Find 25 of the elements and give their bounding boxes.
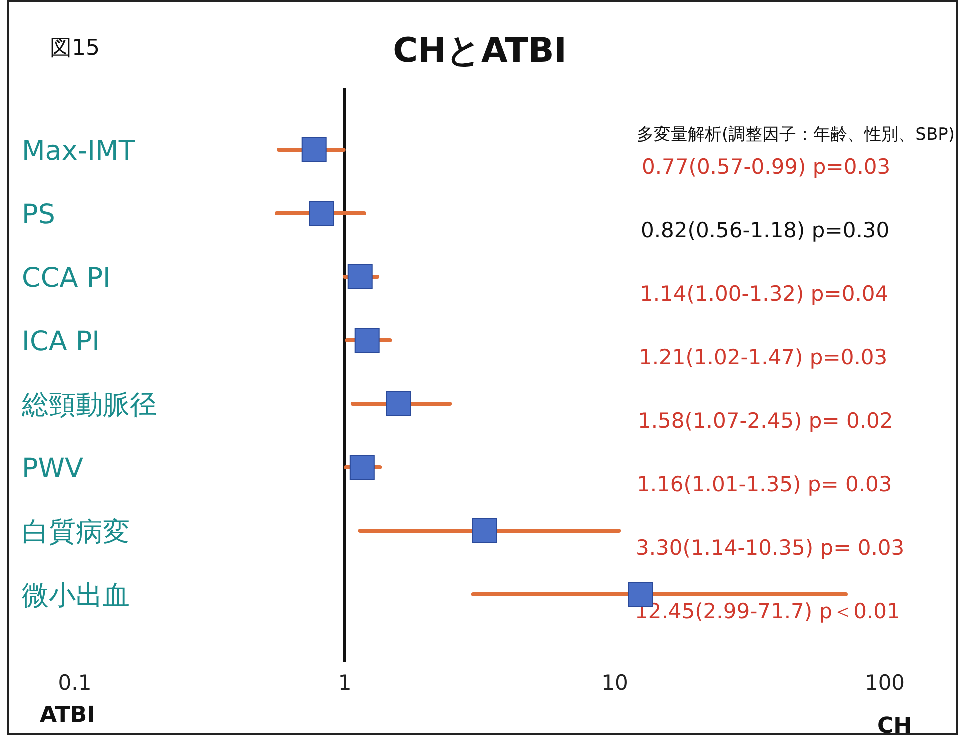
x-tick-label: 0.1 <box>58 671 92 695</box>
y-tick-label: 微小出血 <box>22 580 130 612</box>
y-tick-label: 白質病変 <box>22 517 130 548</box>
x-tick-label: 1 <box>338 671 352 695</box>
annotation: 0.77(0.57-0.99) p=0.03 <box>642 155 891 179</box>
chart-title: CHとATBI <box>393 31 567 71</box>
annotation: 1.58(1.07-2.45) p= 0.02 <box>638 409 894 433</box>
annotation: 12.45(2.99-71.7) p＜0.01 <box>635 600 900 624</box>
x-tick-label: 10 <box>602 671 628 695</box>
annotation: 1.21(1.02-1.47) p=0.03 <box>639 346 888 370</box>
y-tick-label: CCA PI <box>22 263 112 294</box>
annotation: 多変量解析(調整因子：年齢、性別、SBP) <box>637 125 955 145</box>
y-tick-label: PS <box>22 200 56 230</box>
text: ATBI <box>40 703 96 728</box>
y-tick-label: Max-IMT <box>22 136 136 167</box>
annotation: 1.14(1.00-1.32) p=0.04 <box>640 282 889 306</box>
text: CH <box>877 714 912 737</box>
annotation: 1.16(1.01-1.35) p= 0.03 <box>637 472 892 496</box>
y-tick-label: PWV <box>22 454 84 484</box>
annotation: 0.82(0.56-1.18) p=0.30 <box>641 218 890 242</box>
y-tick-label: ICA PI <box>22 326 100 358</box>
y-tick-label: 総頸動脈径 <box>21 390 157 421</box>
x-tick-label: 100 <box>864 671 906 695</box>
caption: 図15 <box>50 36 100 61</box>
annotation: 3.30(1.14-10.35) p= 0.03 <box>636 536 905 560</box>
